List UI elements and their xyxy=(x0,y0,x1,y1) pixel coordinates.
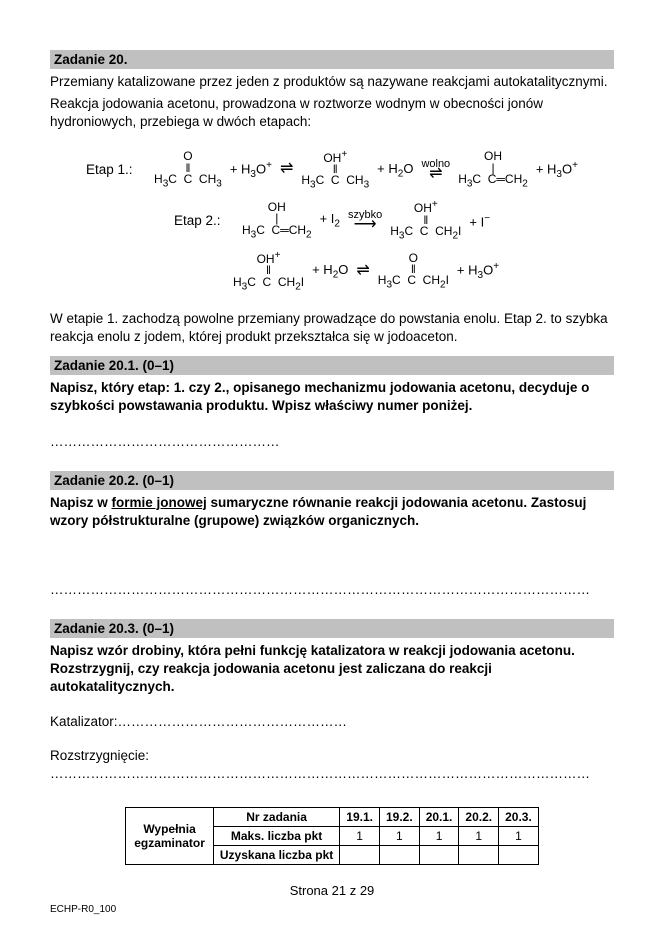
score-got-4[interactable] xyxy=(499,846,539,865)
catalyst-answer: Katalizator: …………………………………………… xyxy=(50,701,614,731)
score-col-2: 20.1. xyxy=(419,808,459,827)
decision-label: Rozstrzygnięcie: xyxy=(50,747,149,765)
score-col-1: 19.2. xyxy=(379,808,419,827)
score-max-2: 1 xyxy=(419,827,459,846)
task-201-header: Zadanie 20.1. (0–1) xyxy=(50,356,614,375)
task-203-question: Napisz wzór drobiny, która pełni funkcję… xyxy=(50,642,614,697)
task-201-question: Napisz, który etap: 1. czy 2., opisanego… xyxy=(50,379,614,415)
equilibrium-arrow-2: ⇌ xyxy=(356,265,369,278)
plus: + H3O+ xyxy=(457,261,499,281)
slow-arrow: wolno⇌ xyxy=(421,158,450,181)
mol-enol-2: OH|H3C C═CH2 xyxy=(242,202,312,240)
decision-line[interactable]: ………………………………………………………………………………………………………… xyxy=(50,766,590,781)
score-got-3[interactable] xyxy=(459,846,499,865)
mol-acetone: O‖H3C C CH3 xyxy=(154,151,222,189)
task-202-header: Zadanie 20.2. (0–1) xyxy=(50,471,614,490)
mol-protonated-acetone: OH+‖H3C C CH3 xyxy=(301,150,369,191)
task-202-under: formie jonowej xyxy=(112,495,207,510)
mol-iodo-cation-2: OH+‖H3C C CH2I xyxy=(233,251,304,292)
decision-answer: Rozstrzygnięcie: ……………………………………………………………… xyxy=(50,735,614,783)
catalyst-line[interactable]: …………………………………………… xyxy=(118,714,348,729)
plus: + I− xyxy=(469,213,490,229)
mol-iodo-cation: OH+‖H3C C CH2I xyxy=(390,200,461,241)
reaction-diagram: Etap 1.: O‖H3C C CH3 + H3O+ ⇌ OH+‖H3C C … xyxy=(50,150,614,292)
score-max-4: 1 xyxy=(499,827,539,846)
task-20-intro-2: Reakcja jodowania acetonu, prowadzona w … xyxy=(50,95,614,131)
score-row1-label: Nr zadania xyxy=(213,808,339,827)
task-202-pre: Napisz w xyxy=(50,495,112,510)
plus: + H3O+ xyxy=(536,160,578,180)
task-202-question: Napisz w formie jonowej sumaryczne równa… xyxy=(50,494,614,530)
score-col-0: 19.1. xyxy=(340,808,380,827)
score-side: Wypełniaegzaminator xyxy=(126,808,214,865)
score-table: Wypełniaegzaminator Nr zadania 19.1. 19.… xyxy=(125,807,539,865)
score-col-3: 20.2. xyxy=(459,808,499,827)
etap-2-label: Etap 2.: xyxy=(174,213,234,228)
task-203-header: Zadanie 20.3. (0–1) xyxy=(50,619,614,638)
task-20-header: Zadanie 20. xyxy=(50,50,614,69)
score-col-4: 20.3. xyxy=(499,808,539,827)
plus: + I2 xyxy=(320,211,340,230)
etap-1-label: Etap 1.: xyxy=(86,162,146,177)
score-max-3: 1 xyxy=(459,827,499,846)
plus: + H3O+ xyxy=(230,160,272,180)
task-20-intro-1: Przemiany katalizowane przez jeden z pro… xyxy=(50,73,614,91)
score-got-2[interactable] xyxy=(419,846,459,865)
plus: + H2O xyxy=(377,161,413,180)
score-got-0[interactable] xyxy=(340,846,380,865)
page-number: Strona 21 z 29 xyxy=(50,883,614,898)
score-max-0: 1 xyxy=(340,827,380,846)
task-20-explain: W etapie 1. zachodzą powolne przemiany p… xyxy=(50,310,614,346)
fast-arrow: szybko⟶ xyxy=(348,209,382,232)
mol-enol: OH|H3C C═CH2 xyxy=(458,151,528,189)
plus: + H2O xyxy=(312,262,348,281)
answer-line-2[interactable]: ………………………………………………………………………………………………………… xyxy=(50,582,614,597)
footer-code: ECHP-R0_100 xyxy=(50,904,614,915)
score-max-1: 1 xyxy=(379,827,419,846)
mol-iodoacetone: O‖H3C C CH2I xyxy=(378,253,449,291)
score-row2-label: Maks. liczba pkt xyxy=(213,827,339,846)
score-got-1[interactable] xyxy=(379,846,419,865)
answer-line-1[interactable]: …………………………………………… xyxy=(50,434,614,449)
score-row3-label: Uzyskana liczba pkt xyxy=(213,846,339,865)
catalyst-label: Katalizator: xyxy=(50,713,118,731)
equilibrium-arrow: ⇌ xyxy=(280,163,293,176)
